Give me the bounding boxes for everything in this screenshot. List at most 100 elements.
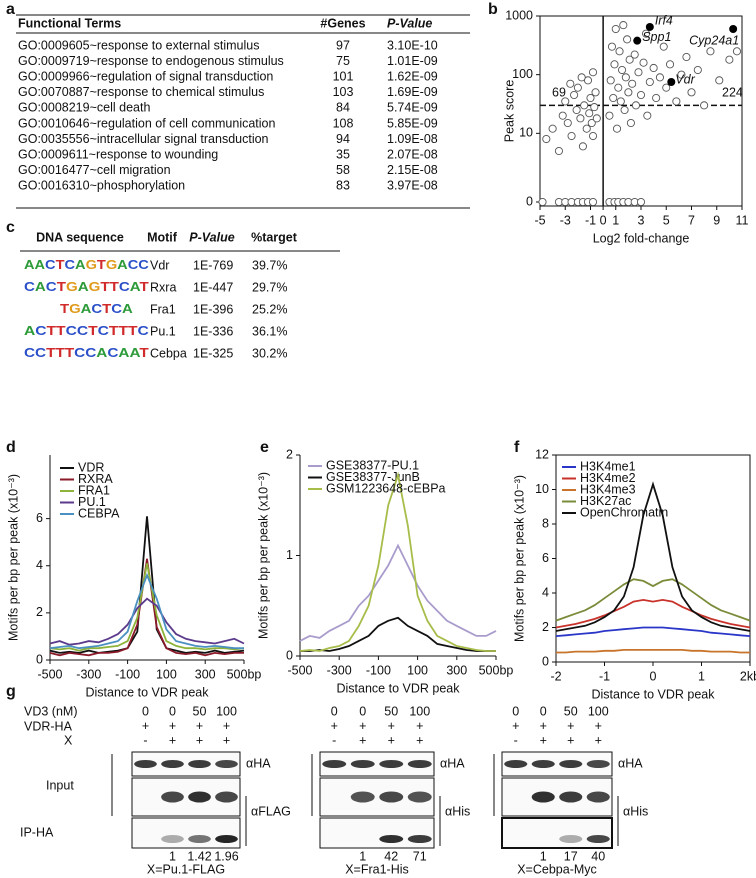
point	[630, 50, 639, 59]
table-cell: 30.2%	[252, 346, 287, 360]
table-cell: 58	[336, 163, 350, 177]
point	[616, 97, 625, 106]
band	[559, 760, 583, 768]
x-tick-label: 2kb	[740, 669, 756, 683]
table-cell: Pu.1	[150, 324, 176, 338]
y-tick-label: 0	[36, 652, 43, 666]
quantification: 17	[564, 849, 578, 863]
lane-label: +	[359, 733, 366, 747]
highlight-point	[667, 77, 676, 86]
point	[662, 83, 671, 92]
table-cell: Fra1	[150, 302, 176, 316]
y-tick-label: 4	[36, 558, 43, 572]
lane-label: 100	[409, 704, 430, 718]
table-cell: 83	[336, 179, 350, 193]
point	[590, 103, 599, 112]
series-line	[49, 516, 245, 654]
lane-label: +	[196, 733, 203, 747]
table-cell: 1E-325	[193, 346, 233, 360]
lane-label: +	[595, 733, 602, 747]
x-tick-label: -300	[76, 667, 101, 681]
table-cell: Rxra	[150, 280, 176, 294]
point	[693, 65, 702, 75]
band	[531, 760, 555, 768]
antibody-label: αHA	[440, 756, 465, 770]
point-label: Cyp24a1	[689, 33, 739, 47]
point	[548, 124, 557, 133]
y-axis-label: Peak score	[502, 80, 516, 143]
band	[215, 760, 238, 768]
point	[628, 79, 637, 88]
antibody-label: αHis	[623, 804, 648, 818]
point	[572, 105, 581, 115]
table-header: P-Value	[387, 16, 432, 30]
lane-label: +	[388, 719, 395, 733]
table-cell: GO:0016310~phosphorylation	[18, 179, 185, 193]
point	[605, 111, 614, 120]
point	[588, 131, 598, 141]
sequence-logo: TG A C TC A	[60, 302, 133, 316]
quantification: 1	[169, 849, 176, 863]
table-cell: 35	[336, 147, 350, 161]
lane-label: 100	[588, 704, 609, 718]
lane-label: +	[540, 733, 547, 747]
y-tick-label: 2	[542, 620, 549, 634]
point	[634, 68, 643, 77]
band	[559, 791, 583, 803]
point	[566, 79, 575, 88]
lane-label: 50	[193, 704, 207, 718]
lane-label: -	[143, 733, 147, 747]
table-cell: Cebpa	[150, 346, 187, 360]
x-tick-label: 300	[195, 667, 216, 681]
y-tick-label: 6	[542, 551, 549, 565]
quantification: 71	[413, 849, 427, 863]
table-cell: 97	[336, 38, 350, 52]
panel-label: f	[514, 439, 520, 456]
point	[621, 73, 630, 82]
panel-label: a	[6, 1, 15, 18]
point	[624, 88, 633, 97]
series-line	[555, 481, 751, 632]
point	[682, 52, 691, 62]
x-tick-label: -100	[366, 663, 391, 677]
point-label: Vdr	[675, 72, 695, 86]
table-cell: GO:0009611~response to wounding	[18, 147, 218, 161]
point	[580, 101, 589, 110]
table-cell: 5.85E-09	[387, 116, 438, 130]
point	[542, 134, 551, 144]
quantification: 1	[359, 849, 366, 863]
x-axis-label: Log2 fold-change	[593, 231, 690, 245]
table-cell: 1.01E-09	[387, 54, 438, 68]
quantification: 42	[384, 849, 398, 863]
band	[134, 760, 157, 768]
band	[161, 835, 184, 843]
table-cell: 75	[336, 54, 350, 68]
band	[586, 835, 610, 843]
band	[161, 791, 184, 803]
annotation: 224	[722, 86, 743, 100]
point	[649, 63, 658, 73]
point	[609, 93, 618, 103]
table-cell: 103	[333, 85, 354, 99]
band	[407, 835, 432, 843]
point	[586, 93, 595, 103]
point-label: Irf4	[655, 13, 673, 27]
x-axis-label: Distance to VDR peak	[86, 685, 210, 699]
lane-label: +	[142, 719, 149, 733]
series-line	[555, 578, 751, 622]
point	[573, 83, 582, 92]
point	[570, 90, 579, 100]
caption: X=Pu.1-FLAG	[147, 862, 225, 876]
table-cell: 36.1%	[252, 324, 287, 338]
y-tick-label: 12	[535, 447, 549, 461]
y-axis-label: Motifs per bp per peak (x10⁻³)	[6, 474, 20, 641]
series-line	[299, 471, 496, 652]
legend-label: PU.1	[78, 495, 106, 509]
legend-label: FRA1	[78, 483, 110, 497]
series-line	[49, 572, 244, 650]
y-tick-label: 0	[286, 648, 293, 662]
band	[350, 760, 375, 768]
table-header: Functional Terms	[18, 16, 121, 30]
band	[379, 791, 404, 803]
